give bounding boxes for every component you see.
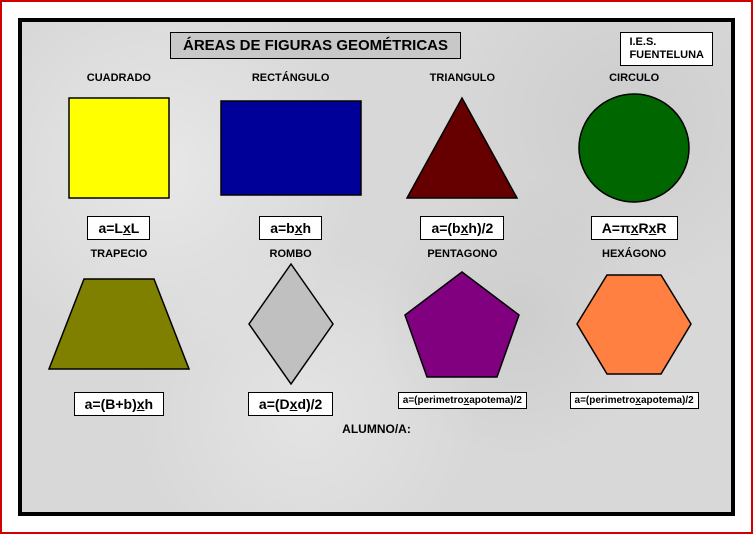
label-square: CUADRADO: [87, 72, 151, 84]
inner-frame: ÁREAS DE FIGURAS GEOMÉTRICAS I.E.S. FUEN…: [18, 18, 735, 516]
label-hexagon: HEXÁGONO: [602, 248, 666, 260]
label-triangle: TRIANGULO: [430, 72, 495, 84]
cell-hexagon: HEXÁGONO a=(perimetroxapotema)/2: [555, 248, 713, 416]
circle-icon: [574, 91, 694, 206]
hexagon-icon: [569, 267, 699, 382]
shape-hexagon: [555, 264, 713, 384]
formula-rectangle: a=bxh: [259, 216, 322, 240]
school-line1: I.E.S.: [629, 36, 704, 49]
shape-triangle: [384, 88, 542, 208]
cell-rectangle: RECTÁNGULO a=bxh: [212, 72, 370, 240]
cell-rhombus: ROMBO a=(Dxd)/2: [212, 248, 370, 416]
rhombus-icon: [241, 259, 341, 389]
page-title: ÁREAS DE FIGURAS GEOMÉTRICAS: [170, 32, 461, 59]
square-icon: [64, 93, 174, 203]
label-circle: CIRCULO: [609, 72, 659, 84]
shape-square: [40, 88, 198, 208]
formula-rhombus: a=(Dxd)/2: [248, 392, 333, 416]
formula-hexagon: a=(perimetroxapotema)/2: [570, 392, 699, 409]
label-trapezoid: TRAPECIO: [90, 248, 147, 260]
shape-rectangle: [212, 88, 370, 208]
shape-trapezoid: [40, 264, 198, 384]
label-pentagon: PENTAGONO: [427, 248, 497, 260]
formula-trapezoid: a=(B+b)xh: [74, 392, 164, 416]
shapes-grid: CUADRADO a=LxL RECTÁNGULO: [40, 72, 713, 416]
cell-triangle: TRIANGULO a=(bxh)/2: [384, 72, 542, 240]
label-rectangle: RECTÁNGULO: [252, 72, 330, 84]
shape-circle: [555, 88, 713, 208]
cell-square: CUADRADO a=LxL: [40, 72, 198, 240]
footer-label: ALUMNO/A:: [40, 422, 713, 436]
school-box: I.E.S. FUENTELUNA: [620, 32, 713, 66]
formula-square: a=LxL: [87, 216, 150, 240]
cell-trapezoid: TRAPECIO a=(B+b)xh: [40, 248, 198, 416]
header-row: ÁREAS DE FIGURAS GEOMÉTRICAS I.E.S. FUEN…: [40, 32, 713, 66]
outer-frame: ÁREAS DE FIGURAS GEOMÉTRICAS I.E.S. FUEN…: [0, 0, 753, 534]
pentagon-icon: [397, 267, 527, 382]
shape-pentagon: [384, 264, 542, 384]
triangle-icon: [397, 93, 527, 203]
mid-frame: ÁREAS DE FIGURAS GEOMÉTRICAS I.E.S. FUEN…: [10, 10, 743, 524]
formula-pentagon: a=(perimetroxapotema)/2: [398, 392, 527, 409]
shape-rhombus: [212, 264, 370, 384]
cell-circle: CIRCULO A=πxRxR: [555, 72, 713, 240]
formula-triangle: a=(bxh)/2: [420, 216, 504, 240]
cell-pentagon: PENTAGONO a=(perimetroxapotema)/2: [384, 248, 542, 416]
trapezoid-icon: [44, 269, 194, 379]
rectangle-icon: [216, 93, 366, 203]
school-line2: FUENTELUNA: [629, 49, 704, 62]
formula-circle: A=πxRxR: [591, 216, 678, 240]
